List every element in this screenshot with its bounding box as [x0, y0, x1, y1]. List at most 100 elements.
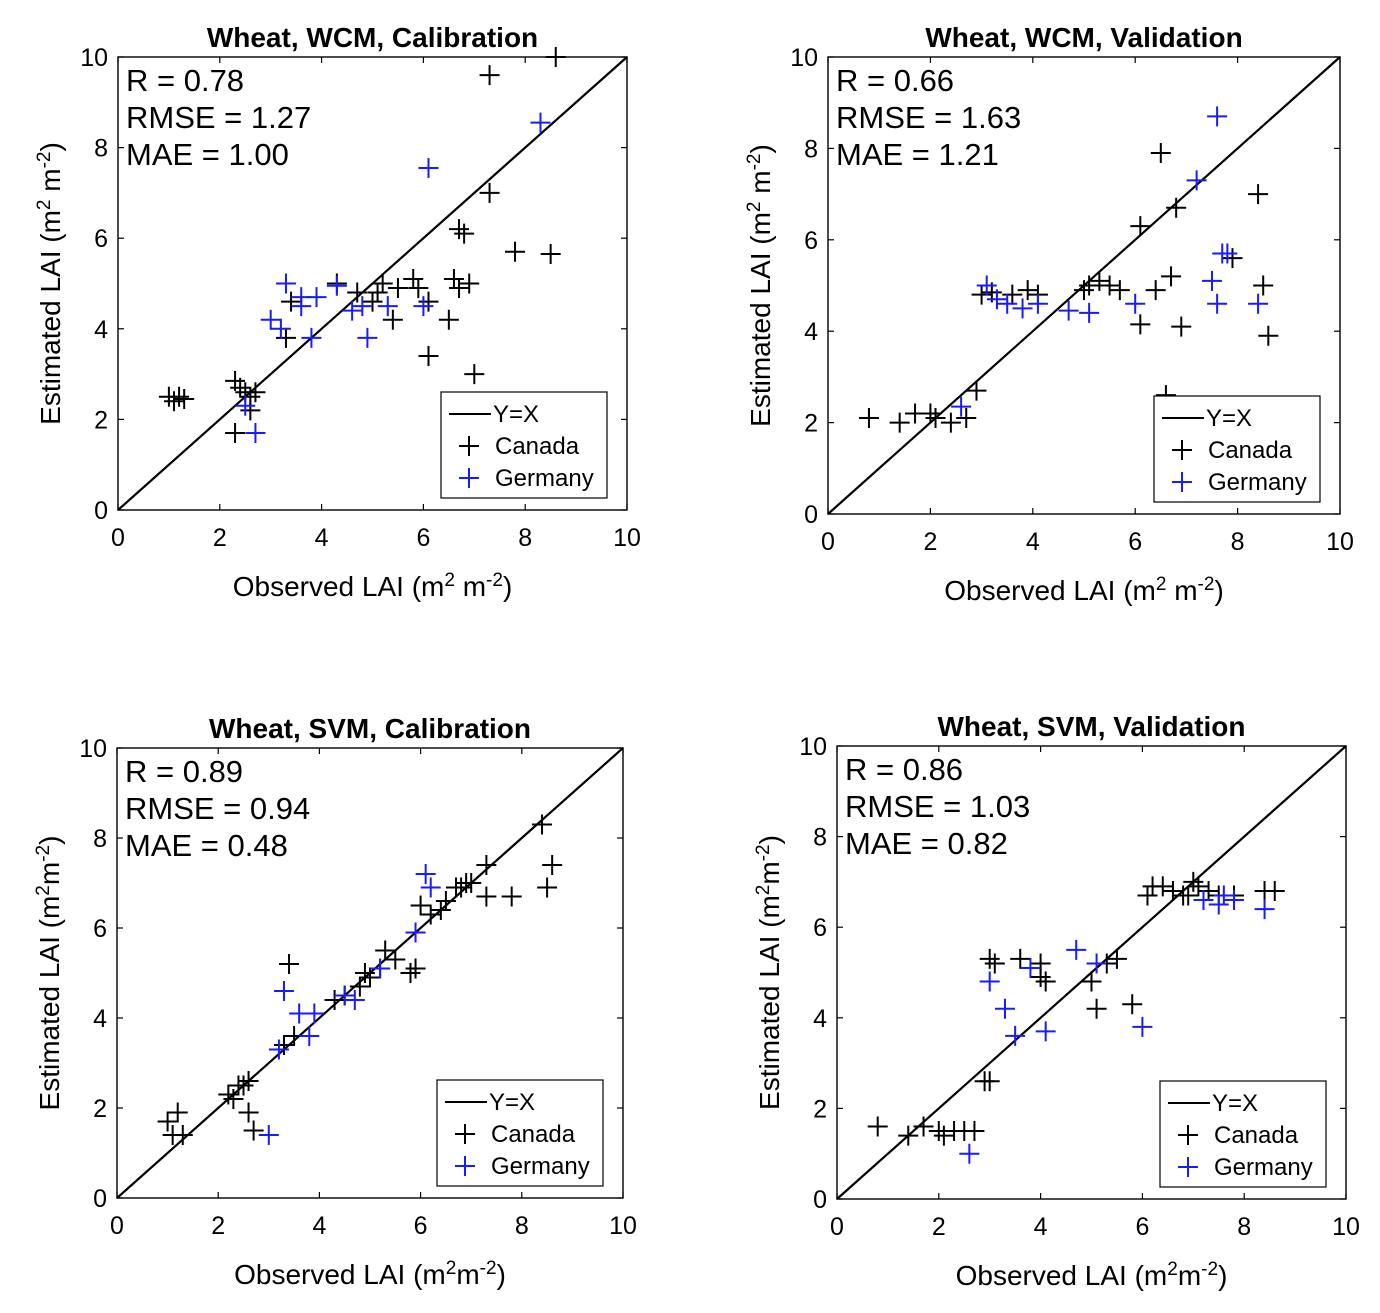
x-axis-label-part: 2: [446, 1258, 457, 1279]
data-point-germany: [1079, 303, 1099, 323]
data-point-canada: [464, 364, 484, 384]
x-tick-label: 0: [830, 1213, 844, 1241]
data-point-canada: [502, 887, 522, 907]
data-point-germany: [1207, 106, 1227, 126]
y-axis-label-part: -2: [34, 152, 55, 169]
y-tick-label: 10: [79, 735, 107, 763]
y-tick-label: 10: [790, 44, 818, 72]
data-point-germany: [299, 1026, 319, 1046]
chart-panel-1: 0 2 4 6 8 10 0 2 4 6 8 10 Wheat, WCM, Calibration R =…: [34, 22, 641, 602]
data-point-canada: [966, 381, 986, 401]
data-point-canada: [542, 855, 562, 875]
data-point-canada: [169, 387, 189, 407]
data-point-canada: [890, 413, 910, 433]
data-point-canada: [406, 959, 426, 979]
y-tick-label: 4: [804, 318, 818, 346]
data-point-canada: [980, 949, 1000, 969]
data-point-germany: [1005, 1026, 1025, 1046]
data-point-canada: [279, 954, 299, 974]
data-point-canada: [1010, 949, 1030, 969]
data-point-canada: [375, 941, 395, 961]
legend-label: Y=X: [493, 401, 539, 428]
data-point-canada: [532, 815, 552, 835]
series-canada: [859, 143, 1278, 433]
x-tick-label: 10: [1326, 528, 1354, 556]
data-point-canada: [1137, 885, 1157, 905]
x-tick-label: 0: [110, 1212, 124, 1240]
data-point-canada: [1107, 949, 1127, 969]
data-point-canada: [1036, 972, 1056, 992]
data-point-canada: [325, 990, 345, 1010]
data-point-canada: [1248, 184, 1268, 204]
data-point-germany: [261, 310, 281, 330]
y-axis-label-part: m: [34, 862, 65, 885]
data-point-canada: [451, 878, 471, 898]
y-axis-label-part: 2: [34, 200, 55, 211]
y-axis-label-part: -2: [744, 154, 765, 171]
y-tick-label: 6: [94, 225, 108, 253]
data-point-canada: [1079, 276, 1099, 296]
stat-mae: MAE = 0.82: [845, 826, 1008, 861]
data-point-canada: [505, 242, 525, 262]
data-point-canada: [355, 963, 375, 983]
data-point-germany: [1255, 899, 1275, 919]
data-point-germany: [418, 158, 438, 178]
x-tick-label: 10: [1332, 1213, 1360, 1241]
chart-title: Wheat, WCM, Calibration: [207, 22, 538, 53]
data-point-germany: [1224, 890, 1244, 910]
x-tick-label: 10: [613, 524, 641, 552]
data-point-germany: [1217, 244, 1237, 264]
y-tick-label: 2: [813, 1095, 827, 1123]
data-point-canada: [411, 896, 431, 916]
y-axis-label-part: -2: [33, 845, 54, 862]
data-point-canada: [956, 408, 976, 428]
data-point-germany: [1193, 890, 1213, 910]
data-point-canada: [985, 953, 1005, 973]
data-point-canada: [418, 346, 438, 366]
x-tick-label: 8: [1231, 528, 1245, 556]
stat-mae: MAE = 1.21: [836, 137, 999, 172]
data-point-germany: [1132, 1017, 1152, 1037]
data-point-germany: [959, 1144, 979, 1164]
y-axis-label-part: ): [34, 836, 65, 845]
y-axis-label-part: Estimated LAI (m: [745, 212, 776, 427]
y-axis-label-part: ): [35, 142, 66, 151]
data-point-canada: [164, 391, 184, 411]
data-point-canada: [1253, 276, 1273, 296]
legend-label: Canada: [1214, 1122, 1299, 1149]
data-point-canada: [1265, 881, 1285, 901]
x-axis-label-part: ): [1218, 1260, 1227, 1291]
data-point-germany: [421, 878, 441, 898]
x-tick-label: 2: [211, 1212, 225, 1240]
data-point-canada: [403, 269, 423, 289]
y-tick-label: 0: [813, 1186, 827, 1214]
data-point-canada: [1130, 314, 1150, 334]
x-tick-label: 4: [1034, 1213, 1048, 1241]
legend-label: Germany: [495, 465, 594, 492]
legend-label: Canada: [491, 1121, 576, 1148]
data-point-germany: [1125, 294, 1145, 314]
y-tick-label: 2: [93, 1095, 107, 1123]
data-point-canada: [436, 891, 456, 911]
data-point-germany: [1028, 294, 1048, 314]
x-tick-label: 8: [515, 1212, 529, 1240]
data-point-canada: [168, 1103, 188, 1123]
chart-title: Wheat, SVM, Calibration: [209, 713, 531, 744]
stat-rmse: RMSE = 1.03: [845, 789, 1030, 824]
data-point-germany: [995, 999, 1015, 1019]
data-point-canada: [1188, 876, 1208, 896]
data-point-canada: [868, 1117, 888, 1137]
data-point-canada: [1171, 317, 1191, 337]
x-axis-label-part: -2: [486, 570, 503, 591]
data-point-canada: [1166, 198, 1186, 218]
data-point-canada: [1031, 967, 1051, 987]
data-point-canada: [174, 389, 194, 409]
data-point-germany: [980, 972, 1000, 992]
data-point-canada: [223, 1089, 243, 1109]
data-point-canada: [1222, 248, 1242, 268]
x-axis-label-part: m: [456, 1259, 479, 1290]
y-tick-label: 0: [94, 497, 108, 525]
legend: Y=XCanadaGermany: [441, 392, 607, 498]
data-point-canada: [218, 1085, 238, 1105]
data-point-germany: [951, 397, 971, 417]
